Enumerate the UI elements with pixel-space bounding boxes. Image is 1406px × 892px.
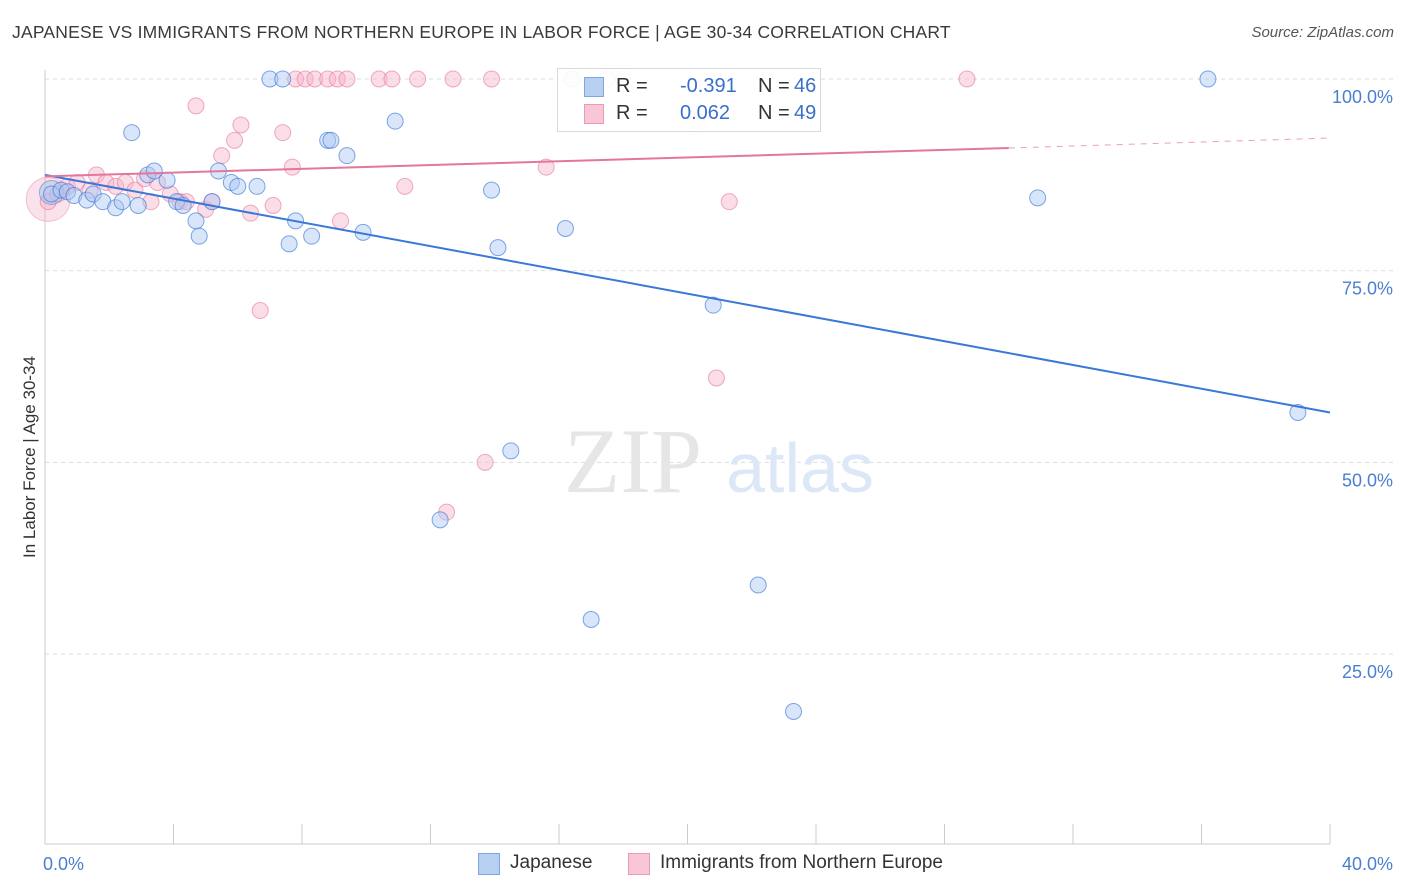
y-tick-labels: 25.0% 50.0% 75.0% 100.0%	[1332, 87, 1393, 682]
point-japanese	[113, 193, 131, 211]
legend-label-japanese: Japanese	[510, 852, 593, 873]
point-northern-europe	[328, 70, 346, 88]
legend-r-label: R =	[616, 75, 648, 97]
x-tick-label-max: 40.0%	[1342, 854, 1393, 874]
legend-swatch-northern-europe	[584, 104, 604, 124]
point-northern-europe	[319, 70, 337, 88]
point-northern-europe	[213, 147, 231, 165]
point-japanese	[582, 611, 600, 629]
legend-swatch-japanese	[478, 853, 500, 875]
point-japanese	[704, 296, 722, 314]
watermark: ZIP atlas	[564, 410, 874, 512]
point-japanese-large	[38, 179, 64, 205]
trend-line-northern-europe-extension	[1008, 137, 1331, 149]
point-japanese	[280, 235, 298, 253]
point-japanese	[261, 70, 279, 88]
point-japanese	[1199, 70, 1217, 88]
y-tick-label: 100.0%	[1332, 87, 1393, 107]
point-northern-europe	[287, 70, 305, 88]
legend-label-northern-europe: Immigrants from Northern Europe	[660, 852, 943, 873]
legend-swatch-japanese	[584, 77, 604, 97]
point-japanese	[274, 70, 292, 88]
point-japanese	[502, 442, 520, 460]
point-northern-europe	[306, 70, 324, 88]
point-northern-europe	[370, 70, 388, 88]
legend-swatch-northern-europe	[628, 853, 650, 875]
y-tick-label: 75.0%	[1342, 279, 1393, 299]
point-northern-europe	[296, 70, 314, 88]
point-northern-europe	[338, 70, 356, 88]
point-japanese	[303, 227, 321, 245]
point-northern-europe	[226, 131, 244, 149]
point-japanese	[107, 199, 125, 217]
point-japanese	[322, 131, 340, 149]
source-label: Source: ZipAtlas.com	[1251, 24, 1394, 41]
legend-r-value-northern-europe: 0.062	[680, 102, 731, 124]
point-japanese	[190, 227, 208, 245]
legend-r-label: R =	[616, 102, 648, 124]
gridlines	[45, 78, 1393, 655]
point-northern-europe	[476, 453, 494, 471]
point-northern-europe	[707, 369, 725, 387]
point-japanese	[52, 181, 70, 199]
point-northern-europe	[274, 124, 292, 142]
point-northern-europe	[958, 70, 976, 88]
point-japanese	[489, 239, 507, 257]
point-japanese	[338, 147, 356, 165]
point-northern-europe	[383, 70, 401, 88]
point-northern-europe	[332, 212, 350, 230]
y-tick-label: 25.0%	[1342, 662, 1393, 682]
trend-line-japanese	[44, 173, 1331, 414]
point-japanese	[1029, 189, 1047, 207]
point-japanese	[187, 212, 205, 230]
legend-n-label: N =	[758, 102, 790, 124]
legend-n-value-japanese: 46	[794, 75, 817, 97]
chart-title: JAPANESE VS IMMIGRANTS FROM NORTHERN EUR…	[12, 22, 951, 42]
point-japanese	[229, 177, 247, 195]
series-japanese	[38, 70, 1307, 721]
legend-n-label: N =	[758, 75, 790, 97]
y-tick-label: 50.0%	[1342, 470, 1393, 490]
legend-r-value-japanese: -0.391	[680, 75, 737, 97]
point-japanese	[749, 576, 767, 594]
point-japanese	[158, 171, 176, 189]
point-japanese	[556, 220, 574, 238]
point-japanese	[431, 511, 449, 529]
point-japanese	[248, 177, 266, 195]
point-northern-europe	[251, 302, 269, 320]
x-tick-label-min: 0.0%	[43, 854, 84, 874]
legend-n-value-northern-europe: 49	[794, 102, 817, 124]
point-northern-europe	[232, 116, 250, 134]
y-axis-label: In Labor Force | Age 30-34	[20, 356, 39, 558]
trend-lines	[44, 137, 1331, 414]
point-japanese	[483, 181, 501, 199]
point-northern-europe	[396, 177, 414, 195]
point-northern-europe	[537, 158, 555, 176]
point-japanese	[145, 162, 163, 180]
point-northern-europe	[264, 197, 282, 215]
trend-line-northern-europe	[44, 147, 1009, 178]
point-japanese	[129, 197, 147, 215]
correlation-legend: R = -0.391 N = 46 R = 0.062 N = 49	[557, 68, 821, 132]
watermark-atlas: atlas	[726, 429, 874, 507]
point-japanese	[65, 187, 83, 205]
point-northern-europe	[444, 70, 462, 88]
point-northern-europe	[483, 70, 501, 88]
point-japanese	[386, 112, 404, 130]
point-northern-europe	[283, 158, 301, 176]
point-northern-europe	[409, 70, 427, 88]
point-japanese	[1289, 404, 1307, 422]
point-northern-europe	[187, 97, 205, 115]
watermark-zip: ZIP	[564, 410, 702, 512]
point-japanese	[123, 124, 141, 142]
point-japanese	[785, 703, 803, 721]
point-northern-europe	[720, 193, 738, 211]
